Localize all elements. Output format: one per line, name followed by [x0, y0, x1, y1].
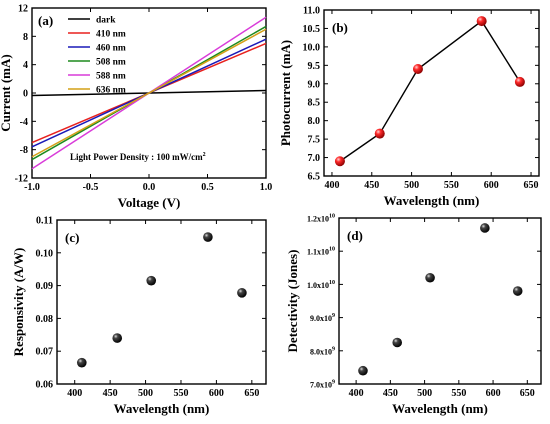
x-axis-label: Wavelength (nm): [392, 401, 488, 416]
y-tick-label: 4: [23, 60, 28, 71]
y-tick-label: 6.5: [308, 172, 321, 183]
y-axis-label: Detectivity (Jones): [285, 250, 300, 353]
y-tick-label: 0.11: [36, 216, 53, 227]
y-tick-label: -8: [20, 145, 28, 156]
y-tick-label: 0.06: [36, 380, 54, 391]
data-point: [146, 275, 157, 286]
y-tick-label: 8: [23, 32, 28, 43]
y-tick-label: 0: [23, 89, 28, 100]
data-point: [358, 365, 368, 376]
x-tick-label: 550: [173, 388, 188, 399]
y-tick-label: 9.5: [308, 61, 321, 72]
x-tick-label: 600: [486, 388, 501, 399]
y-tick-label: -12: [15, 174, 28, 185]
y-tick-label: 12: [18, 4, 28, 15]
data-point: [480, 223, 490, 233]
y-tick-label: 1.1x1010: [307, 247, 335, 257]
data-point: [476, 16, 487, 27]
y-axis-label: Photocurrent (mA): [278, 40, 293, 146]
y-tick-label: 10.5: [303, 24, 321, 35]
panel-a-iv-curves: -1.0 -0.5 0.0 0.5 1.0 -12 -8 -4 0 4 8 12 Voltage (V)…: [0, 4, 272, 211]
x-tick-label: 550: [444, 180, 459, 191]
plot-frame: [338, 217, 542, 385]
x-tick-label: 600: [484, 180, 499, 191]
data-point: [237, 288, 247, 298]
x-tick-label: 600: [209, 388, 224, 399]
data-point: [514, 76, 525, 87]
data-point: [334, 156, 345, 167]
y-tick-label: 0.10: [36, 248, 54, 259]
legend-entry: 588 nm: [96, 72, 126, 82]
x-tick-label: 400: [349, 388, 364, 399]
data-point: [203, 232, 213, 242]
annotation: Light Power Density : 100 mW/cm2: [70, 152, 206, 162]
series-line: [31, 28, 267, 158]
x-tick-label: 650: [520, 388, 535, 399]
x-axis-label: Voltage (V): [118, 195, 181, 210]
x-tick-label: 450: [103, 388, 118, 399]
x-tick-label: 400: [67, 388, 82, 399]
panel-label: (b): [332, 20, 348, 35]
y-tick-label: 9.0x109: [310, 313, 335, 323]
y-tick-label: 8.0: [308, 116, 321, 127]
legend-entry: 636 nm: [96, 86, 126, 96]
y-tick-label: 10.0: [303, 42, 321, 53]
data-point: [112, 333, 123, 343]
connecting-line: [339, 20, 521, 162]
panel-label: (d): [347, 228, 363, 243]
data-point: [392, 337, 403, 348]
panel-c-responsivity: 400 450 500 550 600 650 0.06 0.07 0.08 0.09 0.10 0.…: [11, 216, 267, 416]
x-tick-label: -0.5: [83, 182, 99, 193]
x-tick-label: -1.0: [24, 182, 40, 193]
x-axis-label: Wavelength (nm): [384, 193, 480, 208]
y-tick-label: 0.09: [36, 281, 54, 292]
legend-entry: 410 nm: [96, 30, 126, 40]
x-axis-label: Wavelength (nm): [114, 401, 210, 416]
data-point: [512, 286, 523, 296]
panel-b-photocurrent: 400 450 500 550 600 650 6.5 7.0 7.5 8.0 8.5 9.0 9.5 1…: [278, 6, 540, 208]
y-tick-label: 7.0x109: [310, 380, 335, 390]
panel-label: (a): [38, 13, 53, 28]
x-tick-label: 450: [383, 388, 398, 399]
x-tick-label: 500: [404, 180, 419, 191]
legend-entry: dark: [96, 16, 116, 26]
x-tick-label: 400: [324, 180, 339, 191]
x-tick-label: 450: [364, 180, 379, 191]
panel-label: (c): [65, 230, 79, 245]
y-tick-label: -4: [20, 117, 28, 128]
y-tick-label: 9.0: [308, 79, 321, 90]
data-point: [374, 128, 385, 139]
x-tick-label: 550: [451, 388, 466, 399]
x-tick-label: 0.5: [201, 182, 214, 193]
data-point: [412, 64, 423, 75]
plot-frame: [323, 9, 540, 177]
legend-entry: 460 nm: [96, 44, 126, 54]
y-axis-label: Current (mA): [0, 54, 13, 131]
x-tick-label: 1.0: [260, 182, 273, 193]
x-tick-label: 650: [244, 388, 259, 399]
y-tick-label: 11.0: [303, 6, 320, 17]
x-tick-label: 500: [138, 388, 153, 399]
x-tick-label: 650: [524, 180, 539, 191]
x-tick-label: 500: [417, 388, 432, 399]
plot-frame: [56, 219, 267, 385]
data-point: [425, 272, 435, 283]
y-tick-label: 7.0: [308, 153, 321, 164]
legend-entry: 508 nm: [96, 58, 126, 68]
y-tick-label: 8.0x109: [310, 346, 335, 356]
panel-d-detectivity: 400 450 500 550 600 650 7.0x109 8.0x109 9.0x109 1…: [285, 214, 542, 416]
y-tick-label: 1.2x1010: [307, 214, 335, 224]
y-tick-label: 0.07: [36, 347, 54, 358]
y-tick-label: 1.0x1010: [307, 280, 335, 290]
y-axis-label: Responsivity (A/W): [11, 248, 26, 357]
data-point: [76, 357, 87, 368]
y-tick-label: 8.5: [308, 98, 321, 109]
y-tick-label: 7.5: [308, 135, 321, 146]
y-tick-label: 0.08: [36, 314, 54, 325]
x-tick-label: 0.0: [143, 182, 156, 193]
